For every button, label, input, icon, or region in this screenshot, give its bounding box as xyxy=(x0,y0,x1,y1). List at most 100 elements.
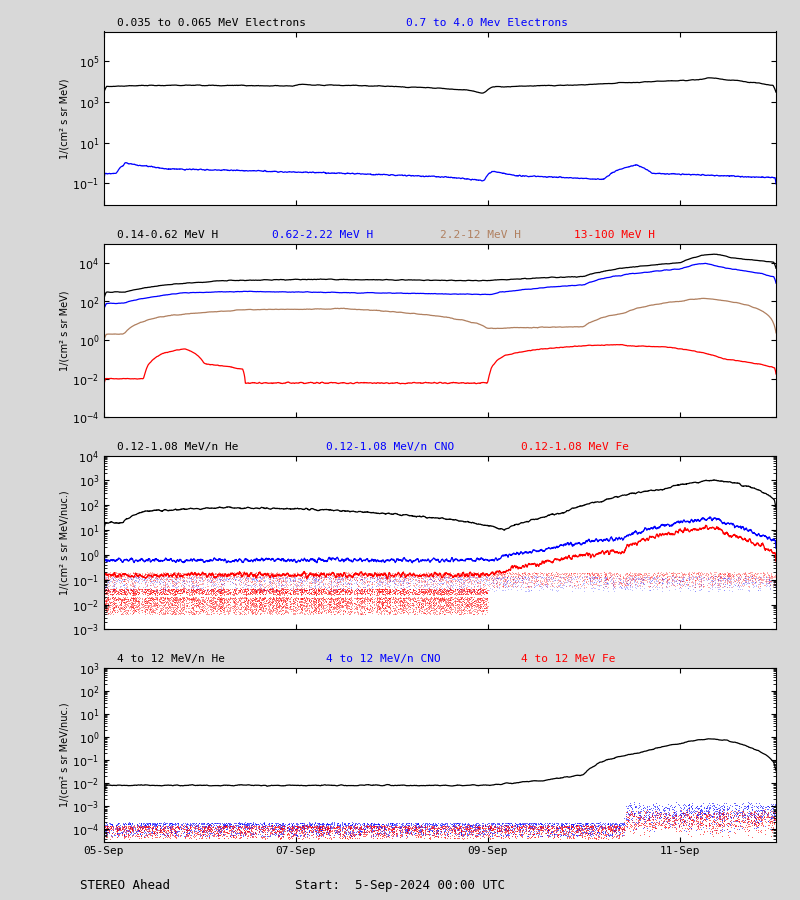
Point xyxy=(239,577,252,591)
Point xyxy=(301,572,314,586)
Point xyxy=(510,566,522,580)
Point xyxy=(223,571,236,585)
Point xyxy=(287,824,300,838)
Point xyxy=(364,818,377,832)
Point xyxy=(258,598,270,613)
Point xyxy=(249,590,262,605)
Point xyxy=(214,592,227,607)
Point xyxy=(748,815,761,830)
Point xyxy=(358,596,370,610)
Point xyxy=(194,602,206,616)
Point xyxy=(717,823,730,837)
Point xyxy=(209,601,222,616)
Point xyxy=(102,590,114,605)
Point xyxy=(142,592,155,607)
Point xyxy=(476,590,489,605)
Point xyxy=(126,569,139,583)
Point xyxy=(570,828,583,842)
Point xyxy=(371,568,384,582)
Point xyxy=(346,823,358,837)
Point xyxy=(766,814,778,828)
Point xyxy=(269,601,282,616)
Point xyxy=(579,816,592,831)
Point xyxy=(358,824,370,839)
Point xyxy=(189,605,202,619)
Point xyxy=(557,818,570,832)
Point xyxy=(334,572,347,586)
Point xyxy=(750,812,762,826)
Point xyxy=(418,591,430,606)
Point xyxy=(101,572,114,586)
Point xyxy=(150,818,162,832)
Point xyxy=(717,580,730,594)
Point xyxy=(437,583,450,598)
Point xyxy=(418,606,431,620)
Point xyxy=(687,803,700,817)
Point xyxy=(426,821,439,835)
Point xyxy=(466,827,478,842)
Point xyxy=(362,601,374,616)
Point xyxy=(319,602,332,616)
Point xyxy=(435,820,448,834)
Point xyxy=(372,577,385,591)
Point xyxy=(466,827,478,842)
Point xyxy=(196,572,209,586)
Point xyxy=(479,603,492,617)
Point xyxy=(623,811,636,825)
Point xyxy=(476,583,489,598)
Point xyxy=(713,575,726,590)
Point xyxy=(262,828,275,842)
Point xyxy=(359,591,372,606)
Point xyxy=(106,822,119,836)
Point xyxy=(449,596,462,610)
Point xyxy=(550,565,562,580)
Point xyxy=(129,584,142,598)
Point xyxy=(302,817,315,832)
Point xyxy=(645,570,658,584)
Point xyxy=(349,587,362,601)
Point xyxy=(707,569,720,583)
Point xyxy=(188,598,201,612)
Point xyxy=(733,815,746,830)
Point xyxy=(374,581,386,596)
Point xyxy=(396,820,409,834)
Point xyxy=(375,575,388,590)
Point xyxy=(146,816,158,831)
Point xyxy=(642,812,655,826)
Point xyxy=(240,585,253,599)
Point xyxy=(667,806,680,820)
Point xyxy=(216,577,229,591)
Point xyxy=(542,825,554,840)
Point xyxy=(461,826,474,841)
Point xyxy=(439,595,452,609)
Point xyxy=(749,810,762,824)
Point xyxy=(195,596,208,610)
Point xyxy=(418,825,431,840)
Point xyxy=(681,806,694,820)
Point xyxy=(417,826,430,841)
Point xyxy=(226,594,239,608)
Point xyxy=(205,825,218,840)
Point xyxy=(769,568,782,582)
Point xyxy=(270,572,283,587)
Point xyxy=(715,806,728,820)
Point xyxy=(287,573,300,588)
Point xyxy=(341,583,354,598)
Point xyxy=(290,828,303,842)
Point xyxy=(687,571,700,585)
Point xyxy=(104,572,117,586)
Point xyxy=(494,820,507,834)
Point xyxy=(581,570,594,584)
Point xyxy=(108,581,121,596)
Point xyxy=(466,598,478,613)
Point xyxy=(478,568,491,582)
Point xyxy=(671,813,684,827)
Point xyxy=(425,584,438,598)
Point xyxy=(216,602,229,616)
Point xyxy=(283,586,296,600)
Point xyxy=(713,812,726,826)
Point xyxy=(174,593,186,608)
Point xyxy=(284,582,297,597)
Point xyxy=(379,591,392,606)
Point xyxy=(108,574,121,589)
